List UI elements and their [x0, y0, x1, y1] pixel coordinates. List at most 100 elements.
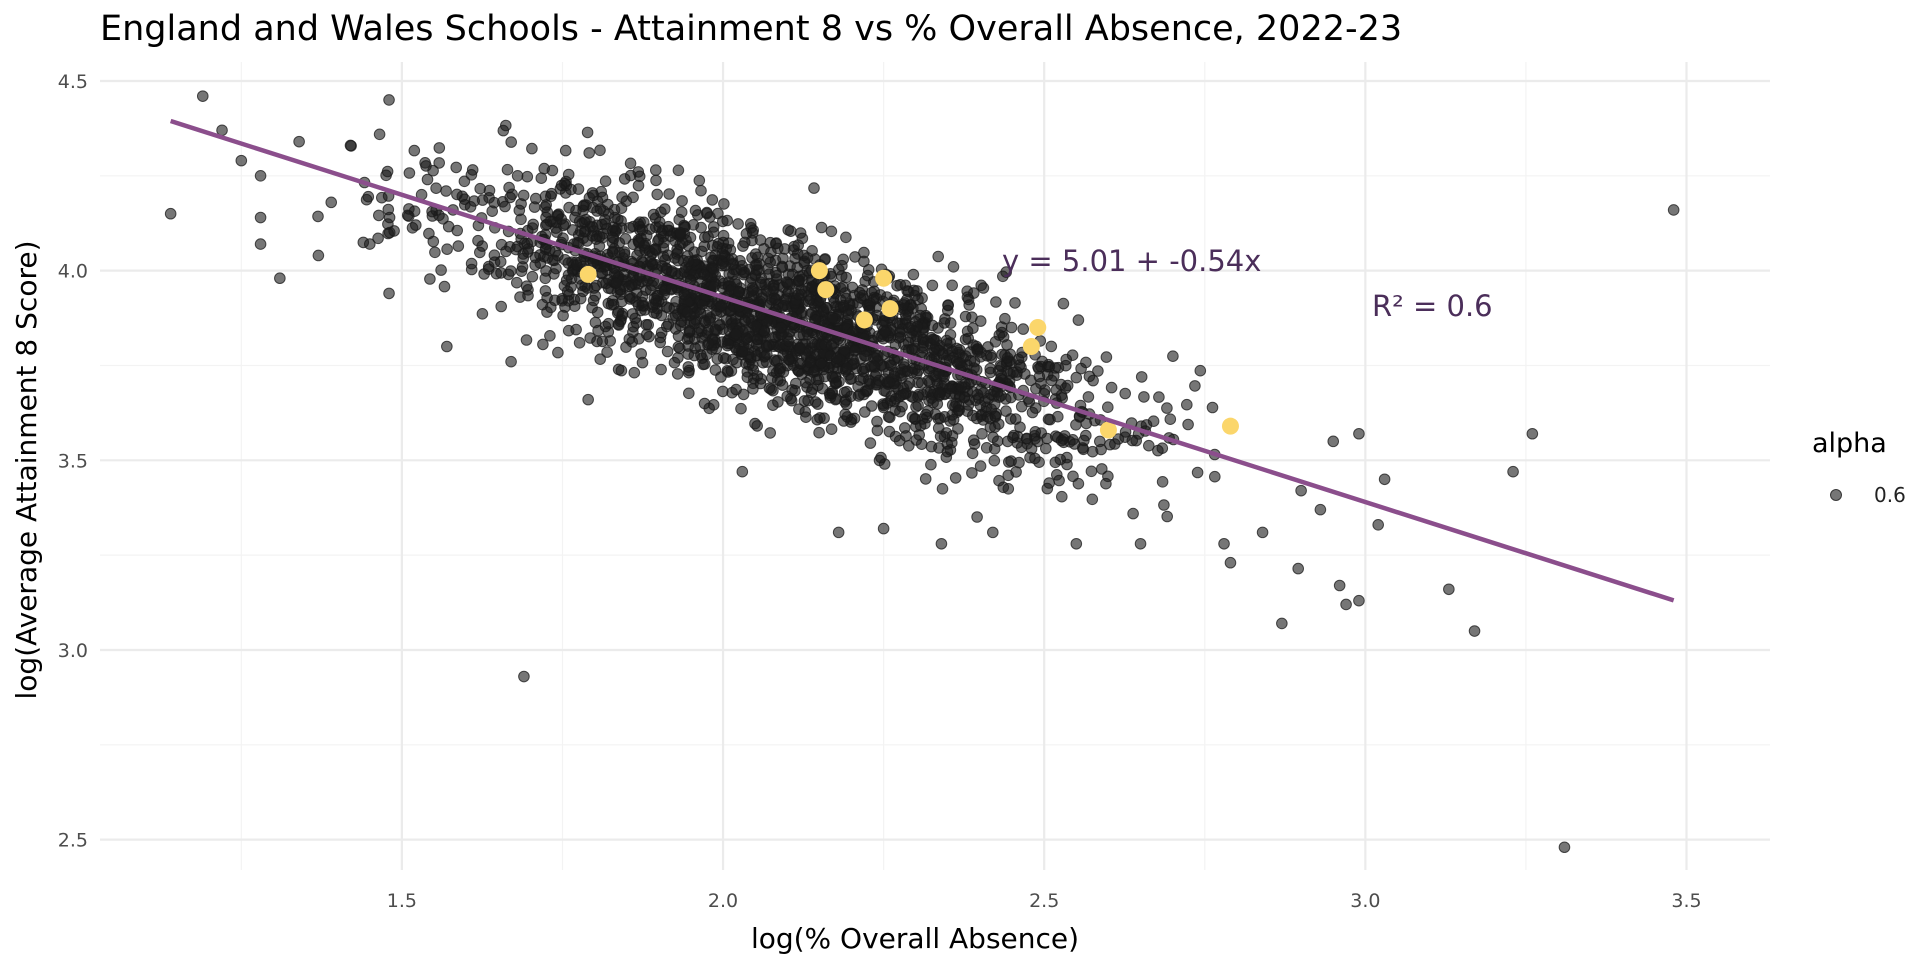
data-point	[765, 246, 777, 259]
data-point	[818, 412, 830, 425]
data-point	[894, 405, 906, 418]
data-point	[702, 337, 715, 350]
data-point	[631, 287, 643, 299]
data-point	[1182, 418, 1194, 431]
data-point	[435, 264, 447, 276]
data-point	[966, 447, 979, 460]
data-point	[1353, 594, 1365, 607]
grid-lines	[100, 62, 1770, 870]
data-point	[967, 434, 980, 447]
data-point	[511, 170, 524, 182]
data-point	[792, 288, 805, 301]
data-point	[1029, 452, 1041, 465]
data-point	[953, 404, 966, 416]
data-point	[612, 363, 625, 376]
data-point	[1100, 477, 1112, 490]
data-point	[1135, 371, 1148, 383]
data-point	[780, 276, 793, 288]
data-point	[1043, 477, 1055, 489]
data-point	[751, 259, 763, 271]
data-point	[254, 170, 267, 182]
data-point	[1340, 598, 1352, 611]
data-point	[1007, 431, 1019, 444]
data-point	[438, 280, 451, 293]
data-point	[770, 237, 782, 250]
data-point	[427, 235, 440, 248]
data-point	[635, 348, 648, 360]
data-point	[429, 246, 441, 259]
data-point	[1224, 556, 1237, 569]
data-point	[528, 201, 541, 213]
data-point	[539, 285, 552, 297]
data-point	[599, 320, 612, 333]
data-point	[433, 157, 446, 169]
data-point	[755, 272, 768, 285]
data-point	[517, 189, 530, 202]
data-point	[537, 338, 549, 351]
data-point	[591, 306, 604, 319]
data-point	[254, 238, 267, 250]
chart-title: England and Wales Schools - Attainment 8…	[100, 9, 1402, 49]
data-point	[527, 218, 540, 231]
data-point	[976, 428, 988, 440]
data-point	[678, 288, 691, 301]
data-point	[884, 411, 896, 424]
data-point	[767, 384, 779, 397]
data-point	[570, 204, 582, 217]
data-point	[798, 257, 811, 269]
data-point	[697, 358, 709, 371]
data-point	[599, 218, 612, 230]
data-point	[383, 94, 395, 106]
data-point	[450, 161, 463, 174]
data-point	[732, 218, 744, 230]
data-point	[831, 352, 843, 365]
data-point	[636, 224, 649, 236]
data-point	[712, 237, 725, 250]
legend-key-point	[1830, 489, 1842, 501]
data-point	[1011, 366, 1023, 378]
data-point	[681, 306, 694, 318]
data-point	[801, 326, 813, 338]
highlighted-point	[875, 269, 893, 287]
data-point	[754, 377, 767, 390]
data-point	[1161, 510, 1173, 523]
data-point	[1028, 430, 1041, 442]
highlighted-points	[579, 262, 1239, 439]
data-point	[503, 181, 515, 194]
data-point	[1049, 362, 1061, 374]
data-point	[636, 299, 649, 312]
data-point	[709, 323, 722, 336]
data-point	[500, 119, 512, 132]
highlighted-point	[579, 265, 597, 283]
data-point	[441, 340, 453, 353]
data-point	[1105, 381, 1118, 394]
data-point	[928, 343, 941, 356]
data-point	[1276, 617, 1288, 630]
data-point	[1040, 442, 1052, 455]
data-point	[925, 458, 937, 471]
data-point	[653, 216, 666, 228]
data-point	[794, 342, 806, 355]
data-point	[907, 302, 919, 314]
data-point	[1167, 350, 1179, 363]
data-point	[1086, 493, 1099, 506]
data-point	[643, 330, 655, 343]
data-point	[1072, 477, 1085, 490]
data-point	[672, 164, 685, 177]
data-point	[683, 364, 695, 377]
data-point	[360, 193, 373, 206]
data-point	[715, 371, 727, 383]
data-point	[1127, 507, 1139, 520]
data-point	[543, 244, 556, 257]
data-point	[1082, 391, 1095, 403]
data-point	[871, 415, 883, 428]
data-point	[1158, 499, 1170, 511]
y-tick-label: 3.0	[58, 640, 88, 662]
data-point	[626, 308, 639, 320]
data-point	[672, 330, 685, 342]
data-point	[832, 526, 845, 539]
data-point	[1072, 314, 1085, 326]
data-point	[565, 183, 577, 196]
data-point	[971, 388, 984, 401]
data-point	[403, 167, 416, 179]
